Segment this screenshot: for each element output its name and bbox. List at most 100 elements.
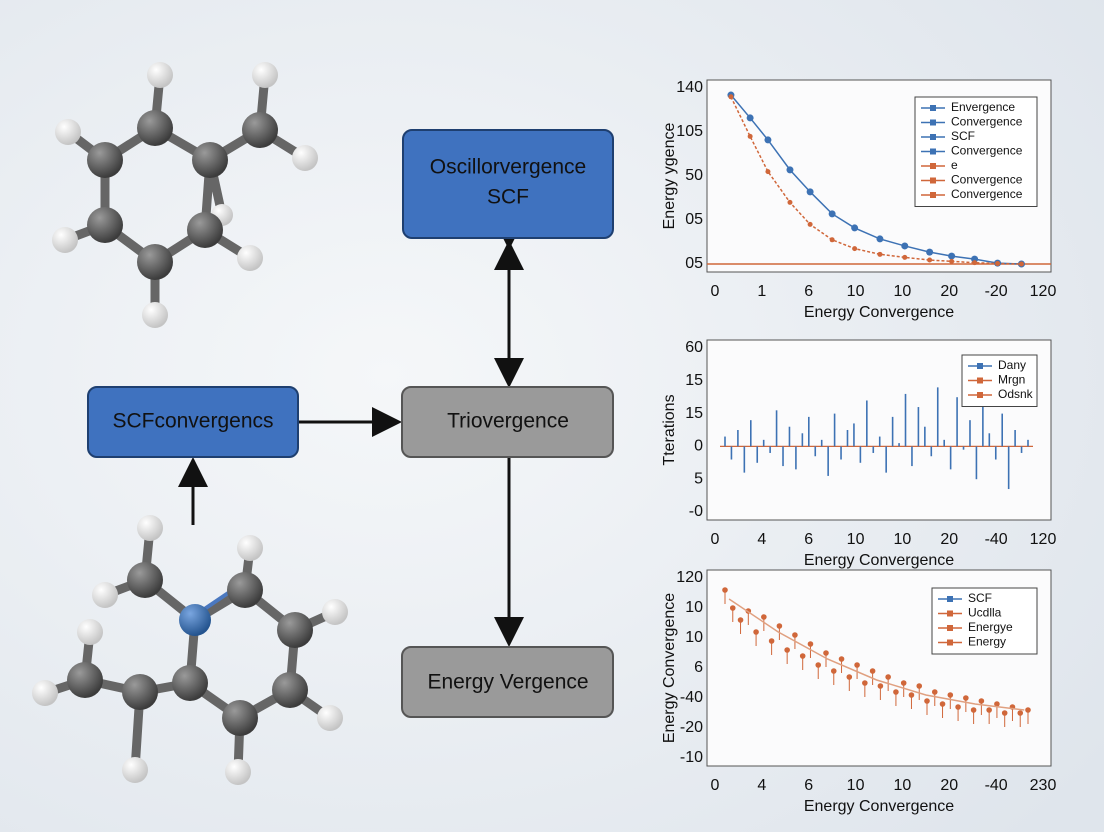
y-tick-label: 05 (685, 255, 703, 272)
y-tick-label: 140 (676, 79, 703, 96)
x-tick-label: 120 (1030, 283, 1057, 300)
x-tick-label: 10 (847, 283, 865, 300)
y-tick-label: 50 (685, 167, 703, 184)
legend-marker (930, 134, 936, 140)
point (869, 668, 876, 674)
x-tick-label: -20 (985, 283, 1008, 300)
point (807, 221, 813, 227)
x-tick-label: 6 (804, 531, 813, 548)
box-convergence (87, 386, 299, 458)
point (846, 674, 853, 680)
legend-label: SCF (951, 129, 975, 143)
point (924, 698, 930, 704)
y-tick-label: 60 (685, 339, 703, 356)
y-axis-label: Energy ygence (661, 123, 678, 230)
y-tick-label: -40 (680, 689, 703, 706)
legend-marker (930, 163, 936, 169)
legend-label: Envergence (951, 100, 1015, 114)
point (900, 680, 907, 686)
x-tick-label: 20 (940, 283, 958, 300)
legend-label: Odsnk (998, 387, 1034, 401)
point (939, 701, 946, 707)
chart: 0 1 6 10 10 20 -20 120 05 05 50 105 140 Energy Conver… (661, 79, 1056, 321)
x-tick-label: 230 (1030, 777, 1057, 794)
point (764, 136, 772, 144)
legend-marker (947, 625, 953, 631)
point (852, 246, 858, 252)
point (753, 629, 759, 635)
legend-marker (930, 105, 936, 111)
x-tick-label: 10 (847, 777, 865, 794)
point (970, 707, 977, 713)
y-tick-label: 105 (676, 123, 703, 140)
y-tick-label: 10 (685, 599, 703, 616)
x-tick-label: 20 (940, 777, 958, 794)
chart: 0 4 6 10 10 20 -40 120 -0 5 0 15 15 60 Energy Converge… (661, 339, 1056, 569)
y-axis-label: Energy Convergence (661, 593, 678, 743)
x-tick-label: 6 (804, 777, 813, 794)
point (784, 647, 790, 653)
point (955, 704, 961, 710)
box-energy (401, 646, 614, 718)
box-label: Oscillorvergence (430, 156, 586, 179)
legend-label: SCF (968, 591, 992, 605)
y-tick-label: 15 (685, 405, 703, 422)
series-line (730, 96, 1022, 265)
legend-marker (930, 148, 936, 155)
point (761, 614, 767, 620)
legend-marker (977, 392, 983, 398)
point (994, 701, 1000, 707)
box-triovergence (401, 386, 614, 458)
box-label: SCF (487, 186, 529, 209)
point (885, 674, 891, 680)
point (828, 210, 836, 218)
x-tick-label: 120 (1030, 531, 1057, 548)
point (901, 242, 909, 250)
legend-marker (930, 119, 936, 126)
point (949, 258, 955, 264)
y-tick-label: 5 (694, 470, 703, 487)
point (876, 235, 884, 243)
point (1025, 707, 1031, 713)
point (806, 188, 814, 196)
legend-label: Convergence (951, 173, 1023, 187)
legend-marker (977, 363, 983, 369)
point (729, 605, 736, 611)
legend-label: Ucdlla (968, 606, 1002, 620)
box-scf (402, 129, 614, 239)
y-tick-label: 15 (685, 372, 703, 389)
point (877, 251, 883, 257)
y-tick-label: 6 (694, 659, 703, 676)
point (908, 692, 915, 698)
legend-marker (947, 610, 953, 617)
point (916, 683, 923, 689)
legend-marker (977, 377, 983, 384)
point (776, 623, 783, 629)
y-tick-label: 05 (685, 211, 703, 228)
legend-label: Convergence (951, 144, 1023, 158)
point (737, 617, 744, 623)
point (947, 692, 954, 698)
legend-label: Dany (998, 358, 1026, 372)
x-axis-label: Energy Convergence (804, 798, 954, 815)
point (807, 641, 814, 647)
point (765, 169, 771, 175)
flow-boxes: Oscillorvergence SCF SCFconvergencs Trio… (87, 129, 614, 718)
x-tick-label: 20 (940, 531, 958, 548)
legend-marker (947, 639, 953, 646)
point (792, 632, 798, 638)
legend-label: e (951, 158, 958, 172)
point (963, 695, 969, 701)
y-tick-label: 10 (685, 629, 703, 646)
y-tick-label: -0 (689, 503, 703, 520)
y-tick-label: 120 (676, 569, 703, 586)
molecule-bottom-atoms (32, 515, 348, 785)
x-tick-label: 10 (894, 283, 912, 300)
point (926, 248, 934, 256)
point (948, 252, 956, 260)
x-tick-label: -40 (985, 531, 1008, 548)
point (799, 653, 806, 659)
point (851, 224, 859, 232)
